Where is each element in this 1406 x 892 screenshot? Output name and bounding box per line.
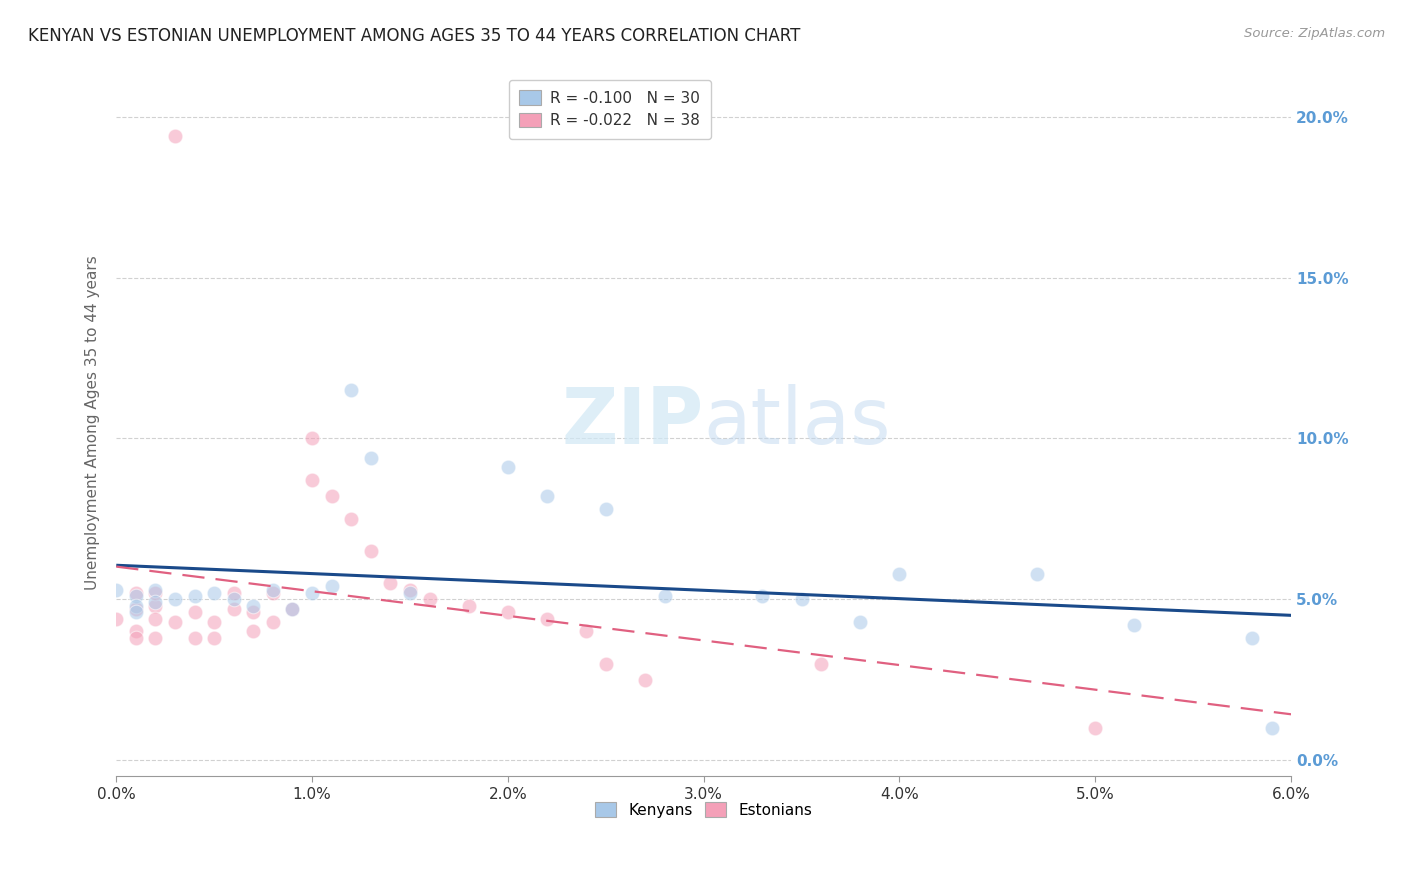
Point <box>1123 618 1146 632</box>
Point <box>595 502 617 516</box>
Point <box>1240 631 1263 645</box>
Point <box>183 605 205 619</box>
Point <box>222 592 245 607</box>
Point <box>301 586 323 600</box>
Point <box>125 589 148 603</box>
Point <box>183 589 205 603</box>
Point <box>301 473 323 487</box>
Point <box>125 602 148 616</box>
Point <box>399 582 422 597</box>
Point <box>301 432 323 446</box>
Point <box>145 582 167 597</box>
Point <box>380 576 402 591</box>
Point <box>634 673 657 687</box>
Point <box>262 582 284 597</box>
Point <box>125 631 148 645</box>
Point <box>125 624 148 639</box>
Point <box>145 611 167 625</box>
Point <box>654 589 676 603</box>
Point <box>321 489 343 503</box>
Point <box>145 599 167 613</box>
Point <box>849 615 872 629</box>
Point <box>163 592 186 607</box>
Point <box>222 602 245 616</box>
Point <box>262 586 284 600</box>
Point <box>125 586 148 600</box>
Point <box>595 657 617 671</box>
Point <box>889 566 911 581</box>
Point <box>222 586 245 600</box>
Point <box>202 631 225 645</box>
Point <box>281 602 304 616</box>
Point <box>360 450 382 465</box>
Point <box>145 595 167 609</box>
Point <box>536 611 558 625</box>
Text: Source: ZipAtlas.com: Source: ZipAtlas.com <box>1244 27 1385 40</box>
Point <box>360 544 382 558</box>
Point <box>399 586 422 600</box>
Text: KENYAN VS ESTONIAN UNEMPLOYMENT AMONG AGES 35 TO 44 YEARS CORRELATION CHART: KENYAN VS ESTONIAN UNEMPLOYMENT AMONG AG… <box>28 27 800 45</box>
Point <box>457 599 479 613</box>
Point <box>419 592 441 607</box>
Point <box>105 611 128 625</box>
Y-axis label: Unemployment Among Ages 35 to 44 years: Unemployment Among Ages 35 to 44 years <box>86 255 100 590</box>
Point <box>1025 566 1047 581</box>
Point <box>242 599 264 613</box>
Point <box>125 605 148 619</box>
Point <box>496 605 519 619</box>
Point <box>125 599 148 613</box>
Point <box>1084 721 1107 735</box>
Point <box>183 631 205 645</box>
Point <box>1260 721 1282 735</box>
Point <box>751 589 773 603</box>
Point <box>202 615 225 629</box>
Point <box>242 624 264 639</box>
Point <box>105 582 128 597</box>
Point <box>340 383 363 397</box>
Point <box>340 512 363 526</box>
Point <box>321 579 343 593</box>
Point <box>163 129 186 144</box>
Point <box>242 605 264 619</box>
Point <box>575 624 598 639</box>
Point <box>536 489 558 503</box>
Point <box>281 602 304 616</box>
Point <box>810 657 832 671</box>
Point <box>202 586 225 600</box>
Point <box>496 460 519 475</box>
Point <box>163 615 186 629</box>
Text: ZIP: ZIP <box>561 384 703 460</box>
Point <box>145 631 167 645</box>
Point <box>790 592 813 607</box>
Point <box>145 586 167 600</box>
Legend: Kenyans, Estonians: Kenyans, Estonians <box>588 795 820 825</box>
Point <box>262 615 284 629</box>
Text: atlas: atlas <box>703 384 891 460</box>
